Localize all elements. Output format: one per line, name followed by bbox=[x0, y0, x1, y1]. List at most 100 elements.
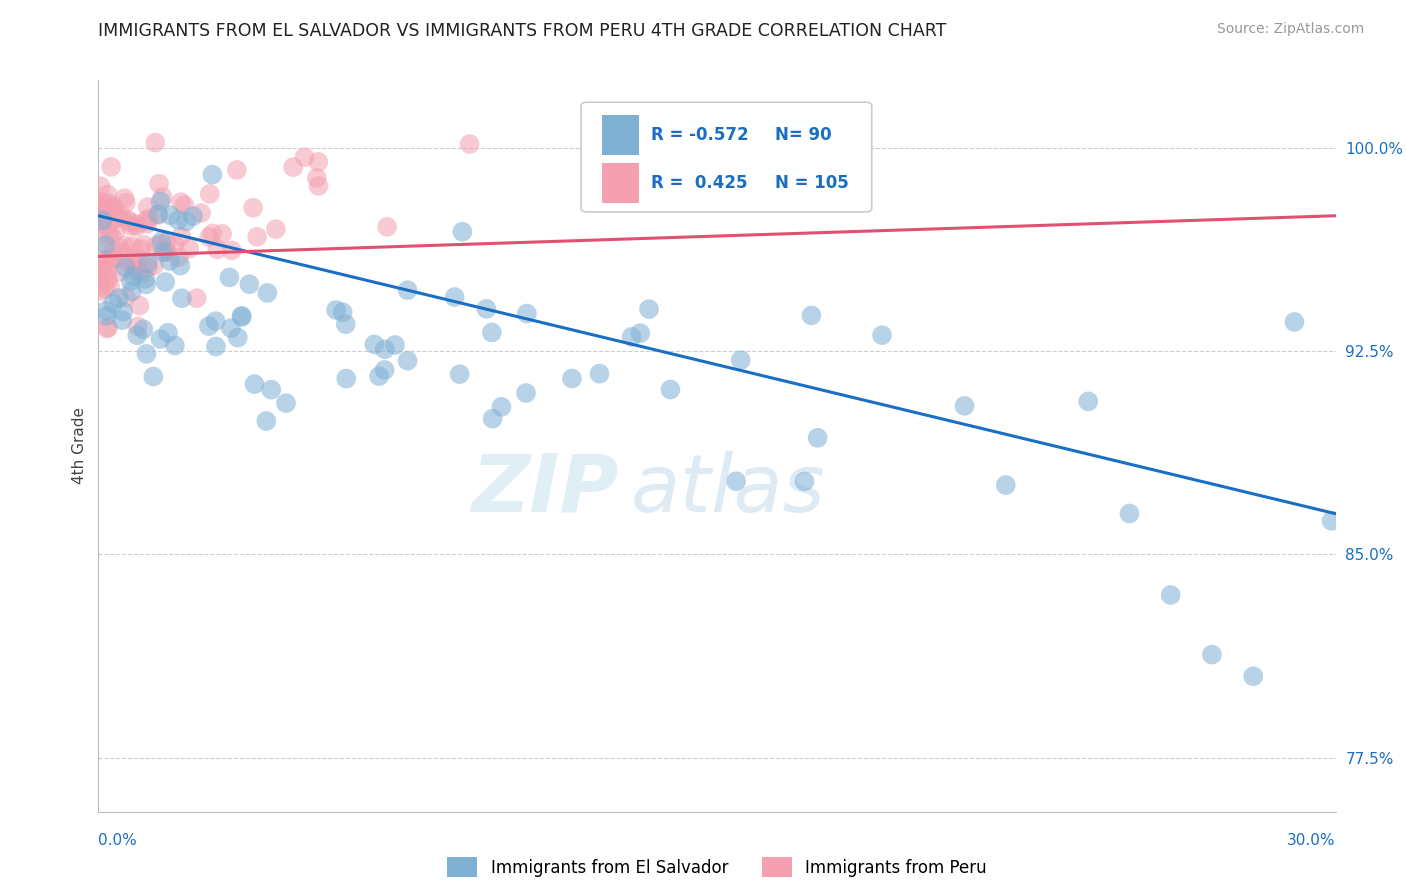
Point bbox=[122, 269, 145, 284]
Text: N= 90: N= 90 bbox=[775, 126, 832, 145]
Point bbox=[201, 227, 224, 241]
Legend: Immigrants from El Salvador, Immigrants from Peru: Immigrants from El Salvador, Immigrants … bbox=[441, 850, 993, 884]
Point bbox=[134, 272, 156, 286]
Point bbox=[205, 339, 228, 353]
Point bbox=[375, 219, 398, 234]
Point bbox=[1241, 669, 1264, 683]
Point bbox=[953, 399, 976, 413]
Point bbox=[870, 328, 893, 343]
Point bbox=[111, 313, 134, 327]
Point bbox=[118, 215, 141, 229]
Point bbox=[204, 314, 226, 328]
Point bbox=[226, 330, 249, 344]
Point bbox=[156, 244, 179, 259]
Point bbox=[190, 206, 212, 220]
Text: IMMIGRANTS FROM EL SALVADOR VS IMMIGRANTS FROM PERU 4TH GRADE CORRELATION CHART: IMMIGRANTS FROM EL SALVADOR VS IMMIGRANT… bbox=[98, 22, 946, 40]
Point bbox=[274, 396, 297, 410]
Point bbox=[186, 291, 208, 305]
Point bbox=[219, 321, 242, 335]
Point bbox=[98, 279, 121, 293]
Point bbox=[307, 155, 329, 169]
Point bbox=[90, 263, 112, 277]
Point bbox=[1077, 394, 1099, 409]
Point bbox=[174, 214, 197, 228]
Point bbox=[294, 150, 316, 164]
Point bbox=[638, 302, 661, 317]
Point bbox=[1118, 507, 1140, 521]
Point bbox=[325, 302, 347, 317]
Text: R = -0.572: R = -0.572 bbox=[651, 126, 749, 145]
Point bbox=[125, 219, 148, 234]
Text: 30.0%: 30.0% bbox=[1288, 833, 1336, 848]
Point bbox=[149, 332, 172, 346]
Point bbox=[167, 213, 190, 227]
Point bbox=[89, 179, 111, 194]
Point bbox=[114, 191, 136, 205]
Text: atlas: atlas bbox=[630, 450, 825, 529]
Point bbox=[1284, 315, 1306, 329]
Point bbox=[136, 217, 159, 231]
Point bbox=[243, 377, 266, 392]
Text: 0.0%: 0.0% bbox=[98, 833, 138, 848]
Point bbox=[170, 195, 193, 210]
Point bbox=[374, 342, 396, 356]
Point bbox=[516, 307, 538, 321]
Point bbox=[121, 239, 143, 253]
Point bbox=[374, 363, 396, 377]
Point bbox=[93, 254, 115, 268]
Point bbox=[246, 229, 269, 244]
Point bbox=[94, 237, 117, 252]
Point bbox=[163, 237, 186, 252]
Point bbox=[101, 202, 124, 216]
Text: ZIP: ZIP bbox=[471, 450, 619, 529]
Point bbox=[91, 203, 114, 218]
Point bbox=[100, 228, 122, 243]
Point bbox=[475, 301, 498, 316]
Point bbox=[283, 160, 305, 174]
Point bbox=[800, 309, 823, 323]
Point bbox=[807, 431, 830, 445]
Point bbox=[89, 200, 111, 214]
Point bbox=[305, 171, 328, 186]
Point bbox=[136, 256, 159, 270]
Point bbox=[221, 244, 243, 258]
Point bbox=[170, 291, 193, 305]
Point bbox=[132, 238, 155, 252]
Point bbox=[91, 213, 114, 227]
Point bbox=[115, 290, 138, 304]
Point bbox=[170, 229, 193, 244]
Point bbox=[994, 478, 1017, 492]
Point bbox=[491, 400, 513, 414]
Y-axis label: 4th Grade: 4th Grade bbox=[72, 408, 87, 484]
Point bbox=[91, 195, 114, 210]
Point bbox=[110, 208, 132, 222]
Point bbox=[96, 263, 118, 277]
Point bbox=[136, 260, 159, 275]
Point bbox=[90, 271, 112, 285]
Point bbox=[582, 136, 605, 150]
Point bbox=[173, 198, 195, 212]
Point bbox=[148, 208, 170, 222]
Point bbox=[132, 322, 155, 336]
Point bbox=[94, 283, 117, 297]
Point bbox=[225, 162, 247, 177]
Point bbox=[135, 277, 157, 292]
Point bbox=[231, 310, 253, 324]
Text: R =  0.425: R = 0.425 bbox=[651, 174, 748, 192]
Point bbox=[458, 136, 481, 151]
Point bbox=[146, 207, 169, 221]
Point bbox=[114, 238, 136, 252]
Point bbox=[103, 252, 125, 267]
Point bbox=[96, 195, 118, 210]
Point bbox=[218, 270, 240, 285]
Point bbox=[368, 369, 391, 384]
Point bbox=[242, 201, 264, 215]
Point bbox=[152, 245, 174, 260]
Point bbox=[481, 411, 503, 425]
Point bbox=[125, 256, 148, 270]
Point bbox=[94, 303, 117, 318]
Point bbox=[481, 326, 503, 340]
Point bbox=[152, 190, 174, 204]
Point bbox=[620, 330, 643, 344]
Point bbox=[100, 160, 122, 174]
